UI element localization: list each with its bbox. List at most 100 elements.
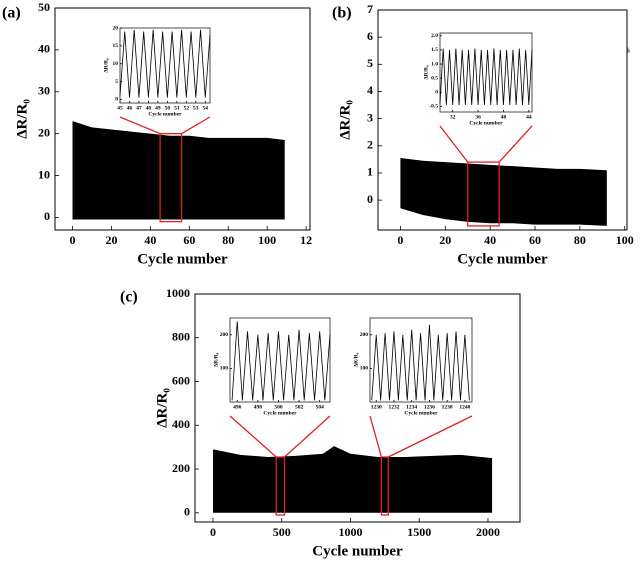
- y-tick-label: 1.0: [431, 61, 438, 67]
- y-tick-label: 200: [220, 332, 229, 338]
- y-tick-label: 200: [360, 332, 369, 338]
- inset-frame: [369, 317, 473, 403]
- x-tick-label: 48: [146, 105, 152, 111]
- y-tick-label: 800: [172, 330, 190, 344]
- x-tick-label: 47: [136, 105, 142, 111]
- x-tick-label: 20: [105, 233, 117, 247]
- x-tick-label: 500: [273, 525, 291, 539]
- x-tick-label: 36: [475, 114, 481, 120]
- x-tick-label: 51: [174, 105, 180, 111]
- y-axis-label: ΔR/R₀: [103, 58, 109, 73]
- y-tick-label: 5: [115, 79, 118, 85]
- panel-label: (a): [2, 5, 21, 22]
- zoom-connector: [369, 415, 383, 458]
- y-tick-label: 5: [367, 56, 373, 70]
- zoom-box: [380, 456, 389, 516]
- y-tick-label: 0: [184, 505, 190, 519]
- x-tick-label: 504: [316, 404, 325, 410]
- x-tick-label: 0: [70, 233, 76, 247]
- panel-label: (c): [120, 289, 138, 306]
- x-axis-label: Cycle number: [263, 410, 297, 416]
- y-tick-label: 0: [115, 97, 118, 103]
- zoom-connector: [388, 415, 473, 458]
- y-tick-label: 1.5: [431, 47, 438, 53]
- signal-line: [439, 48, 533, 105]
- zoom-box: [467, 161, 500, 227]
- x-tick-label: 100: [616, 233, 634, 247]
- x-tick-label: 44: [526, 114, 532, 120]
- x-tick-label: 1000: [338, 525, 362, 539]
- y-tick-label: 20: [38, 125, 50, 139]
- x-tick-label: 45: [117, 105, 123, 111]
- signal-band: [400, 158, 607, 226]
- zoom-box: [159, 133, 183, 223]
- y-tick-label: 100: [360, 366, 369, 372]
- signal-line: [231, 321, 331, 401]
- signal-line: [119, 29, 211, 98]
- x-axis-label: Cycle number: [312, 543, 403, 559]
- x-tick-label: 1240: [459, 404, 470, 410]
- y-tick-label: 10: [38, 167, 50, 181]
- y-tick-label: 600: [172, 373, 190, 387]
- x-axis-label: Cycle number: [404, 410, 438, 416]
- inset-frame: [229, 317, 331, 403]
- signal-band: [72, 121, 285, 220]
- zoom-connector: [498, 125, 533, 163]
- y-tick-label: 0: [435, 90, 438, 96]
- x-axis-label: Cycle number: [137, 251, 228, 267]
- x-tick-label: 1232: [388, 404, 399, 410]
- y-tick-label: 200: [172, 461, 190, 475]
- y-tick-label: 30: [38, 84, 50, 98]
- x-tick-label: 1238: [442, 404, 453, 410]
- y-axis-label: ΔR/R₀: [213, 352, 219, 367]
- x-tick-label: 46: [127, 105, 133, 111]
- x-tick-label: 0: [210, 525, 216, 539]
- x-tick-label: 1230: [371, 404, 382, 410]
- y-axis-label: ΔR/R₀: [353, 352, 359, 367]
- y-tick-label: 10: [113, 61, 119, 67]
- x-tick-label: 54: [203, 105, 209, 111]
- y-tick-label: 100: [220, 366, 229, 372]
- x-tick-label: 20: [439, 233, 451, 247]
- x-tick-label: 32: [450, 114, 456, 120]
- y-tick-label: 40: [38, 42, 50, 56]
- panel-label: (b): [332, 5, 352, 22]
- y-tick-label: 50: [38, 0, 50, 14]
- x-axis-label: Cycle number: [148, 111, 182, 117]
- zoom-connector: [119, 116, 161, 135]
- zoom-box: [275, 456, 286, 516]
- x-tick-label: 1236: [424, 404, 435, 410]
- y-tick-label: -0.5: [429, 104, 438, 110]
- x-axis-label: Cycle number: [469, 120, 503, 126]
- signal-band: [213, 446, 493, 513]
- y-tick-label: 7: [367, 2, 373, 16]
- y-tick-label: 0: [367, 192, 373, 206]
- x-tick-label: 60: [529, 233, 541, 247]
- x-tick-label: 40: [144, 233, 156, 247]
- signal-line: [371, 324, 470, 401]
- x-tick-label: 100: [258, 233, 276, 247]
- y-tick-label: 15: [113, 43, 119, 49]
- y-tick-label: 2.0: [431, 33, 438, 39]
- x-tick-label: 498: [254, 404, 263, 410]
- x-axis-label: Cycle number: [457, 251, 548, 267]
- zoom-connector: [284, 415, 331, 458]
- zoom-connector: [229, 415, 277, 458]
- y-tick-label: 0.5: [431, 75, 438, 81]
- x-tick-label: 80: [222, 233, 234, 247]
- zoom-connector: [439, 125, 469, 163]
- y-tick-label: 2: [367, 138, 373, 152]
- x-tick-label: 496: [233, 404, 242, 410]
- y-axis-label: ΔR/R₀: [423, 65, 429, 80]
- y-tick-label: 400: [172, 417, 190, 431]
- x-tick-label: 40: [501, 114, 507, 120]
- y-tick-label: 6: [367, 29, 373, 43]
- y-tick-label: 20: [113, 25, 119, 31]
- y-tick-label: 4: [367, 83, 373, 97]
- x-tick-label: 500: [274, 404, 283, 410]
- x-tick-label: 50: [165, 105, 171, 111]
- x-tick-label: 80: [574, 233, 586, 247]
- y-axis-label: ΔR/R₀: [154, 388, 170, 428]
- x-tick-label: 49: [155, 105, 161, 111]
- y-tick-label: 1: [367, 165, 373, 179]
